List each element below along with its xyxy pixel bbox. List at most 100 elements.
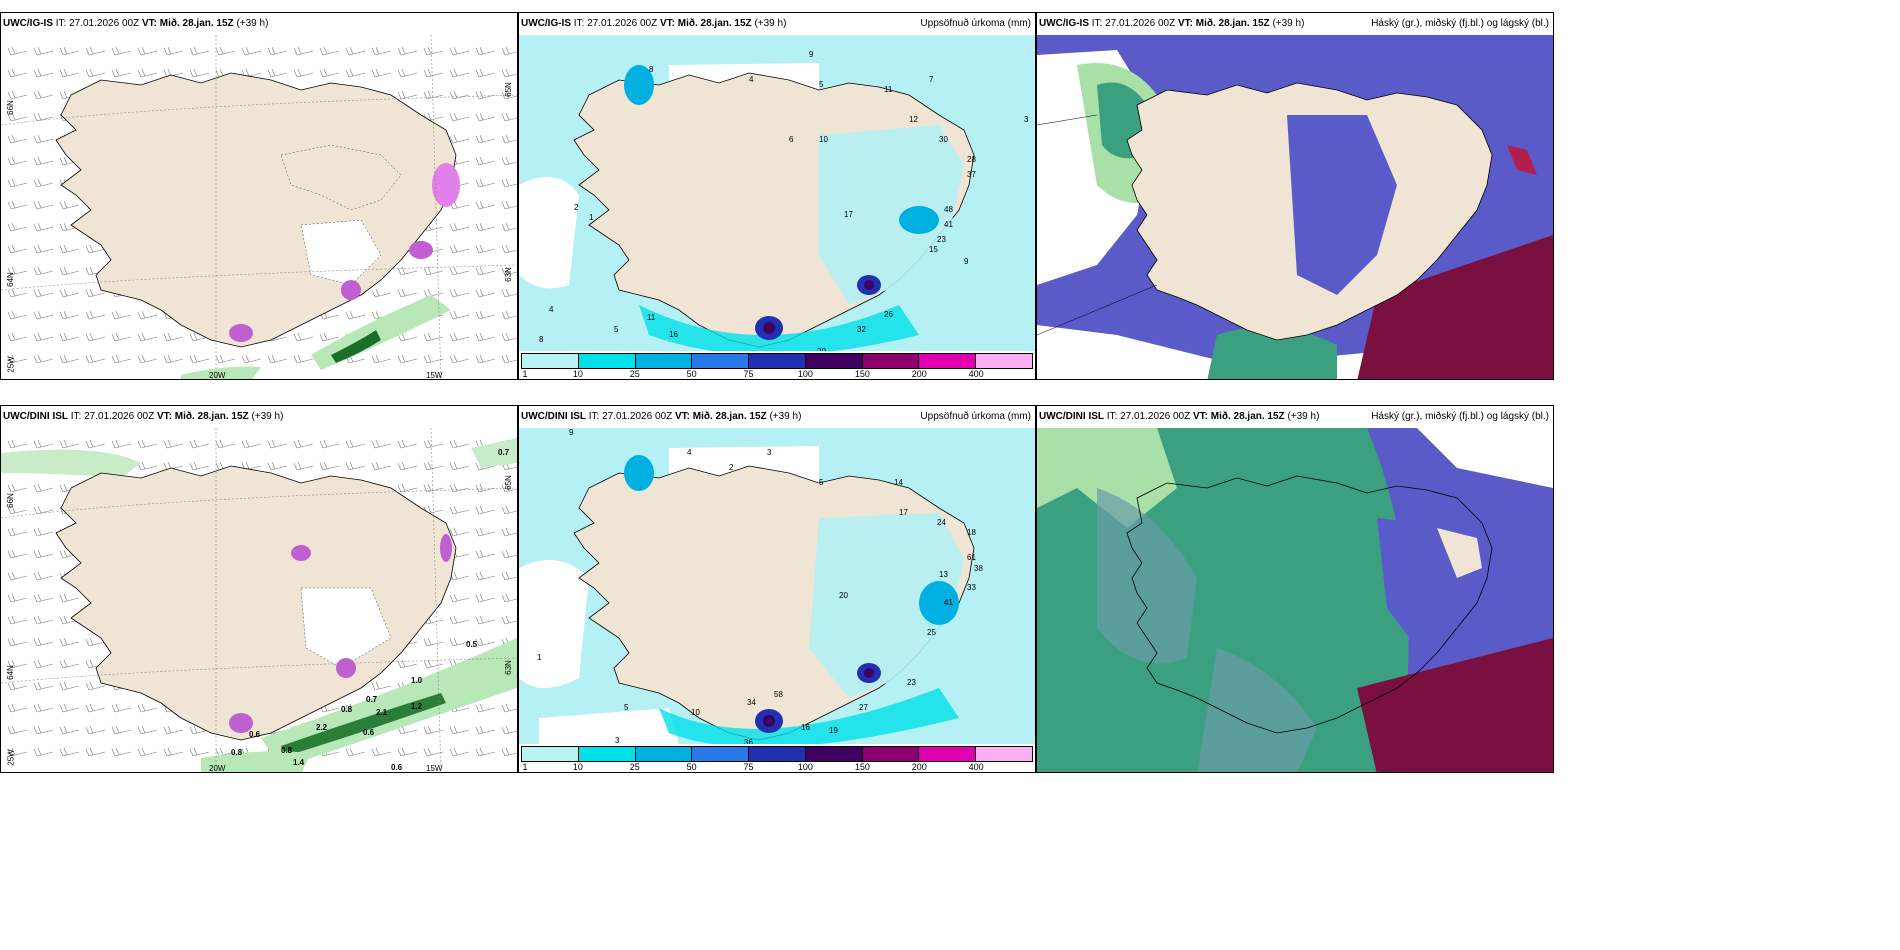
wind-barb [449,222,470,232]
precip-value: 15 [929,245,938,254]
wind-barb [319,68,340,78]
precip-value: 58 [774,690,783,699]
wind-barb [501,68,517,78]
panel-dini-wind: UWC/DINI ISL IT: 27.01.2026 00Z VT: Mið.… [0,405,518,773]
wind-barb [371,747,392,757]
legend-tick: 10 [572,762,583,772]
wind-barb [371,681,392,691]
wind-barb [33,266,54,276]
wind-barb [449,46,470,56]
wind-barb [475,134,496,144]
wind-barb [137,439,158,449]
wind-barb [7,222,28,232]
wind-barb [137,354,158,364]
wind-barb [7,134,28,144]
precip-value: 20 [839,591,848,600]
wind-barb [137,46,158,56]
map-svg [1037,428,1553,772]
wind-barb [475,637,496,647]
legend-tick: 1 [522,762,528,772]
wind-barb [501,134,517,144]
wind-barb [267,46,288,56]
precip-value: 10 [819,135,828,144]
panel-title: UWC/DINI ISL IT: 27.01.2026 00Z VT: Mið.… [1037,406,1553,428]
wind-barb [397,354,418,364]
wind-barb [423,637,444,647]
wind-value: 0.8 [231,748,243,757]
legend-swatch [522,747,579,761]
wind-barb [33,725,54,735]
wind-barb [189,68,210,78]
wind-barb [7,725,28,735]
wind-barb [7,90,28,100]
wind-barb [33,222,54,232]
wind-barb [501,527,517,537]
precip-value: 5 [624,703,629,712]
legend-tick: 150 [854,369,870,379]
wind-barb [319,46,340,56]
wind-barb [475,222,496,232]
wind-barb [475,703,496,713]
wind-barb [59,332,80,342]
legend-tick: 200 [911,369,927,379]
wind-barb [449,439,470,449]
wind-barb [137,725,158,735]
wind-barb [59,725,80,735]
precip-value: 9 [809,50,814,59]
wind-barb [7,527,28,537]
wind-barb [163,354,184,364]
precip-value: 8 [539,335,544,344]
wind-barb [7,112,28,122]
wind-value: 0.6 [391,763,403,772]
wind-barb [7,288,28,298]
wind-barb [33,354,54,364]
wind-barb [85,725,106,735]
wind-barb [475,200,496,210]
wind-barb [33,288,54,298]
wind-barb [163,747,184,757]
wind-barb [215,46,236,56]
wind-barb [85,68,106,78]
wind-barb [33,527,54,537]
wind-barb [267,354,288,364]
wind-barb [449,112,470,122]
wind-barb [7,549,28,559]
wind-barb [111,725,132,735]
wind-barb [33,244,54,254]
precip-value: 16 [801,723,810,732]
lon-label: 20W [209,371,226,380]
wind-barb [7,266,28,276]
wind-barb [501,747,517,757]
precip-value: 18 [967,528,976,537]
wind-barb [33,571,54,581]
wind-barb [163,439,184,449]
legend-swatch [522,354,579,368]
wind-barb [59,659,80,669]
wind-barb [163,46,184,56]
precip-legend: 1 10 25 50 75 100 150 200 400 [519,744,1035,772]
wind-barb [7,703,28,713]
map-area [1037,35,1553,379]
precip-value: 8 [649,65,654,74]
wind-barb [501,310,517,320]
precip-value: 11 [884,85,893,94]
wind-barb [85,681,106,691]
wind-barb [501,549,517,559]
wind-barb [423,90,444,100]
wind-barb [267,68,288,78]
wind-barb [475,549,496,559]
wind-barb [345,68,366,78]
legend-tick: 100 [797,369,813,379]
panel-dini-cloud: UWC/DINI ISL IT: 27.01.2026 00Z VT: Mið.… [1036,405,1554,773]
wind-barb [59,593,80,603]
legend-swatch [749,747,806,761]
wind-barb [7,178,28,188]
wind-barb [501,725,517,735]
legend-swatch [578,354,636,368]
legend-swatch [919,354,977,368]
legend-swatch [692,747,750,761]
wind-barb [423,439,444,449]
legend-tick: 10 [572,369,583,379]
precip-value: 30 [939,135,948,144]
wind-barb [345,461,366,471]
